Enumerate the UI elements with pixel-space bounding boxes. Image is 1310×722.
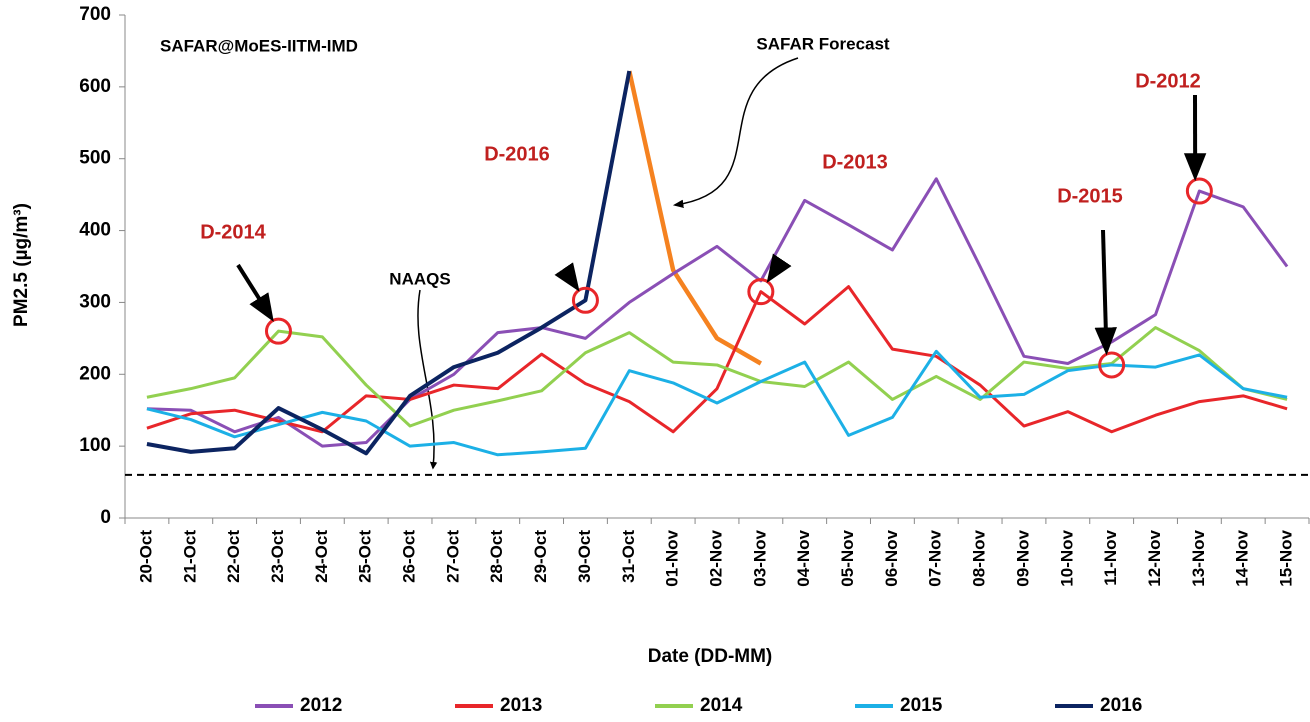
x-tick-label: 08-Nov bbox=[970, 529, 989, 586]
y-tick-label: 400 bbox=[79, 220, 111, 241]
legend-label: 2016 bbox=[1100, 695, 1142, 716]
x-tick-label: 25-Oct bbox=[356, 530, 375, 583]
x-tick-label: 24-Oct bbox=[312, 530, 331, 583]
x-tick-label: 22-Oct bbox=[224, 530, 243, 583]
annotation-circle bbox=[571, 286, 599, 314]
series-line bbox=[146, 285, 1288, 434]
y-tick-label: 0 bbox=[100, 507, 111, 528]
x-tick-label: 09-Nov bbox=[1013, 529, 1032, 586]
x-tick-label: 12-Nov bbox=[1145, 529, 1164, 586]
series-line bbox=[146, 326, 1288, 428]
x-tick-label: 21-Oct bbox=[180, 530, 199, 583]
annotation-arrow bbox=[1094, 229, 1117, 356]
x-tick-label: 31-Oct bbox=[619, 530, 638, 583]
x-tick-label: 05-Nov bbox=[838, 529, 857, 586]
y-tick-label: 500 bbox=[79, 148, 111, 169]
annotation-arrow bbox=[554, 262, 580, 292]
x-axis-title: Date (DD-MM) bbox=[648, 646, 773, 667]
y-axis-title: PM2.5 (µg/m³) bbox=[11, 203, 32, 327]
series-line bbox=[146, 177, 1289, 448]
annotation-label: D-2015 bbox=[1057, 185, 1123, 207]
reference-label: NAAQS bbox=[389, 269, 450, 288]
x-tick-label: 20-Oct bbox=[136, 530, 155, 583]
x-tick-label: 29-Oct bbox=[531, 530, 550, 583]
x-tick-label: 02-Nov bbox=[706, 529, 725, 586]
legend-label: 2013 bbox=[500, 695, 542, 716]
y-tick-label: 600 bbox=[79, 76, 111, 97]
x-tick-label: 30-Oct bbox=[575, 530, 594, 583]
naaqs-arrow bbox=[417, 289, 438, 470]
x-tick-label: 13-Nov bbox=[1189, 529, 1208, 586]
x-tick-label: 04-Nov bbox=[794, 529, 813, 586]
forecast-arrow bbox=[672, 57, 799, 208]
x-tick-label: 28-Oct bbox=[487, 530, 506, 583]
forecast-label: SAFAR Forecast bbox=[756, 34, 890, 53]
x-tick-label: 23-Oct bbox=[268, 530, 287, 583]
x-tick-label: 27-Oct bbox=[443, 530, 462, 583]
forecast-line bbox=[627, 70, 762, 366]
y-tick-label: 300 bbox=[79, 291, 111, 312]
chart-title: SAFAR@MoES-IITM-IMD bbox=[160, 36, 358, 55]
annotation-label: D-2016 bbox=[484, 143, 550, 165]
x-tick-label: 14-Nov bbox=[1233, 529, 1252, 586]
y-tick-label: 100 bbox=[79, 435, 111, 456]
x-tick-label: 10-Nov bbox=[1057, 529, 1076, 586]
legend-label: 2014 bbox=[700, 695, 743, 716]
annotation-arrow bbox=[236, 263, 274, 322]
annotation-circle bbox=[747, 278, 775, 306]
series-line bbox=[146, 349, 1288, 457]
annotation-label: D-2014 bbox=[200, 221, 266, 243]
legend-label: 2012 bbox=[300, 695, 342, 716]
series-line bbox=[146, 70, 632, 456]
x-tick-label: 01-Nov bbox=[663, 529, 682, 586]
y-tick-label: 700 bbox=[79, 4, 111, 25]
x-tick-label: 07-Nov bbox=[926, 529, 945, 586]
annotation-label: D-2013 bbox=[822, 151, 888, 173]
x-tick-label: 06-Nov bbox=[882, 529, 901, 586]
x-tick-label: 26-Oct bbox=[400, 530, 419, 583]
x-tick-label: 15-Nov bbox=[1277, 529, 1296, 586]
x-tick-label: 11-Nov bbox=[1101, 529, 1120, 585]
annotation-circle bbox=[264, 317, 292, 345]
legend-label: 2015 bbox=[900, 695, 943, 716]
x-tick-label: 03-Nov bbox=[750, 529, 769, 586]
annotation-label: D-2012 bbox=[1135, 70, 1201, 92]
y-tick-label: 200 bbox=[79, 363, 111, 384]
